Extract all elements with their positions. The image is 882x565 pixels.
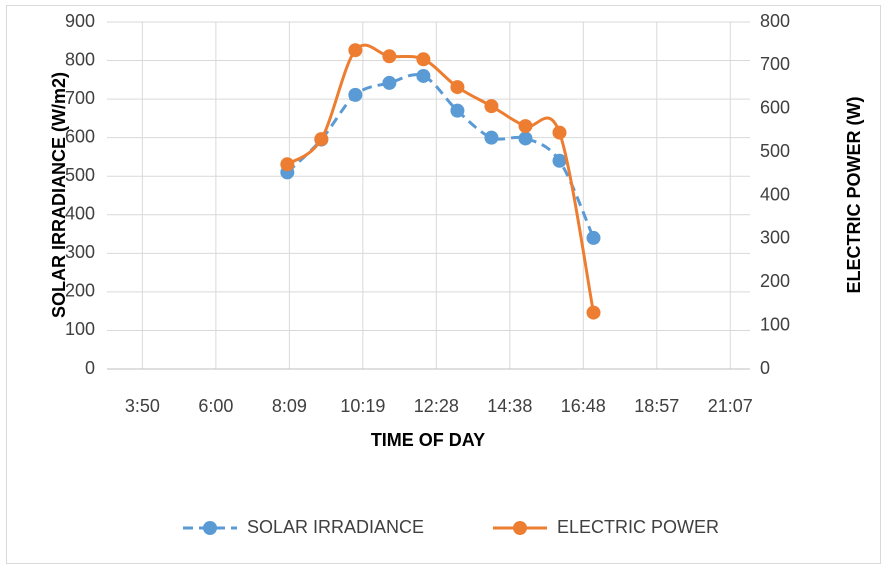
data-point [382,75,397,90]
x-tick-label: 14:38 [487,396,532,416]
y-tick-label: 400 [65,204,95,224]
y2-tick-label: 700 [760,54,790,74]
x-tick-label: 16:48 [561,396,606,416]
data-point [552,153,567,168]
y2-tick-label: 300 [760,228,790,248]
data-point [314,132,329,147]
data-point [280,157,295,172]
data-point [348,43,363,58]
data-point [484,99,499,114]
chart-border [6,5,881,564]
y-tick-label: 900 [65,11,95,31]
x-axis-title: TIME OF DAY [371,430,485,450]
y-tick-label: 0 [85,358,95,378]
x-tick-label: 6:00 [198,396,233,416]
x-tick-label: 8:09 [272,396,307,416]
y-tick-label: 600 [65,126,95,146]
legend-marker [203,521,217,535]
x-tick-label: 12:28 [414,396,459,416]
y-tick-label: 200 [65,281,95,301]
legend-label: SOLAR IRRADIANCE [247,517,424,537]
data-point [348,87,363,102]
data-point [382,49,397,64]
data-point [586,230,601,245]
y-tick-label: 300 [65,242,95,262]
y-axis-title: SOLAR IRRADIANCE (W/m2) [49,72,69,318]
legend-marker [513,521,527,535]
y2-tick-label: 400 [760,184,790,204]
data-point [518,119,533,134]
y2-tick-label: 800 [760,11,790,31]
data-point [416,52,431,67]
y2-tick-label: 100 [760,314,790,334]
data-point [484,130,499,145]
data-point [518,131,533,146]
data-point [450,80,465,95]
y2-tick-label: 200 [760,271,790,291]
series-line [286,73,595,239]
y2-tick-label: 0 [760,358,770,378]
y-tick-label: 100 [65,319,95,339]
x-tick-label: 10:19 [340,396,385,416]
y-tick-label: 800 [65,49,95,69]
x-tick-label: 18:57 [634,396,679,416]
x-tick-label: 21:07 [708,396,753,416]
x-tick-label: 3:50 [125,396,160,416]
y2-axis-title: ELECTRIC POWER (W) [844,97,864,294]
data-point [416,68,431,83]
y-tick-label: 700 [65,88,95,108]
legend-label: ELECTRIC POWER [557,517,719,537]
data-point [586,305,601,320]
y2-tick-label: 500 [760,141,790,161]
y-tick-label: 500 [65,165,95,185]
y2-tick-label: 600 [760,98,790,118]
data-point [552,125,567,140]
data-point [450,103,465,118]
